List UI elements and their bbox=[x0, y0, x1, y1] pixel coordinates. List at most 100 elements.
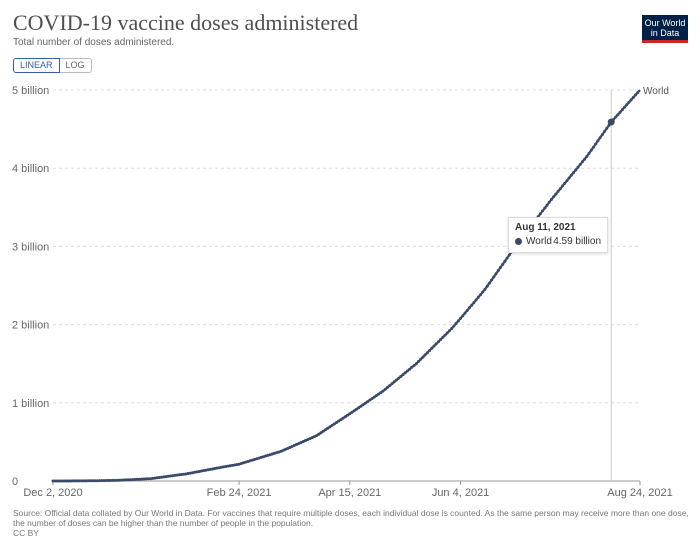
series-point bbox=[634, 93, 638, 97]
series-point bbox=[448, 329, 451, 333]
series-point bbox=[565, 179, 569, 183]
series-point bbox=[430, 346, 434, 350]
series-point bbox=[474, 298, 478, 302]
series-point bbox=[501, 262, 505, 266]
series-point bbox=[164, 475, 168, 479]
y-tick-label-4: 4 billion bbox=[12, 163, 49, 175]
y-tick-label-0: 0 bbox=[12, 476, 18, 488]
series-point bbox=[82, 479, 86, 483]
log-scale-button[interactable]: LOG bbox=[59, 58, 92, 73]
series-point bbox=[264, 454, 268, 458]
series-point bbox=[332, 422, 336, 426]
series-point bbox=[204, 468, 208, 472]
series-point bbox=[319, 431, 323, 435]
series-point bbox=[67, 479, 70, 483]
series-point bbox=[383, 387, 387, 391]
series-point bbox=[390, 382, 394, 386]
series-point bbox=[567, 176, 571, 180]
series-point bbox=[120, 478, 124, 482]
series-point bbox=[330, 423, 334, 427]
series-point bbox=[574, 168, 578, 172]
series-point bbox=[84, 479, 88, 483]
series-point bbox=[135, 477, 139, 481]
series-point bbox=[545, 203, 549, 207]
series-point bbox=[75, 479, 79, 483]
series-point bbox=[463, 311, 467, 315]
series-point bbox=[386, 385, 389, 389]
series-point bbox=[388, 384, 392, 388]
series-point bbox=[541, 209, 544, 213]
series-point bbox=[352, 409, 356, 413]
series-point bbox=[441, 335, 445, 339]
logo-line-2: in Data bbox=[650, 28, 680, 38]
series-point bbox=[492, 275, 496, 279]
series-point bbox=[337, 419, 341, 423]
tooltip-series-dot bbox=[515, 238, 522, 245]
series-point bbox=[576, 165, 580, 169]
tooltip-value: 4.59 billion bbox=[553, 236, 601, 247]
tooltip-row: World 4.59 billion bbox=[515, 236, 601, 247]
series-point bbox=[538, 212, 542, 216]
linear-scale-button[interactable]: LINEAR bbox=[13, 58, 60, 73]
series-point bbox=[133, 478, 137, 481]
series-point bbox=[359, 404, 363, 408]
series-point bbox=[436, 340, 440, 344]
series-markers-world bbox=[51, 91, 640, 483]
series-point bbox=[51, 479, 55, 483]
series-point bbox=[423, 353, 427, 357]
series-point bbox=[600, 133, 604, 137]
series-point bbox=[432, 344, 436, 348]
series-point bbox=[445, 331, 449, 335]
series-label-world: World bbox=[643, 86, 669, 97]
series-point bbox=[89, 479, 93, 483]
series-point bbox=[361, 403, 365, 407]
series-point bbox=[118, 478, 121, 482]
series-point bbox=[339, 418, 343, 422]
series-point bbox=[317, 432, 321, 436]
series-point bbox=[71, 479, 75, 483]
series-point bbox=[374, 394, 378, 398]
series-point bbox=[625, 103, 629, 107]
series-point bbox=[598, 136, 602, 140]
series-point bbox=[182, 472, 186, 476]
chart-subtitle: Total number of doses administered. bbox=[13, 37, 175, 48]
series-point bbox=[629, 98, 633, 102]
series-point bbox=[603, 129, 607, 133]
series-point bbox=[95, 479, 99, 483]
series-point bbox=[605, 126, 609, 130]
series-point bbox=[627, 100, 631, 104]
chart-title: COVID-19 vaccine doses administered bbox=[13, 10, 359, 35]
series-point bbox=[547, 200, 551, 204]
series-point bbox=[219, 465, 223, 469]
series-point bbox=[153, 476, 157, 480]
series-point bbox=[151, 476, 155, 480]
series-point bbox=[408, 367, 412, 371]
x-tick-label-3: Jun 4, 2021 bbox=[432, 487, 490, 499]
series-point bbox=[485, 284, 489, 288]
series-point bbox=[456, 319, 460, 323]
series-point bbox=[306, 438, 310, 442]
series-point bbox=[188, 471, 192, 475]
series-point bbox=[425, 351, 429, 355]
series-point bbox=[618, 110, 622, 114]
series-point bbox=[401, 373, 405, 377]
series-point bbox=[86, 479, 90, 483]
series-point bbox=[122, 478, 126, 482]
series-point bbox=[315, 434, 319, 438]
series-point bbox=[623, 105, 626, 109]
series-point bbox=[472, 301, 476, 305]
series-point bbox=[572, 171, 575, 175]
owid-logo[interactable]: Our World in Data bbox=[642, 15, 688, 43]
series-point bbox=[631, 95, 635, 99]
logo-line-1: Our World bbox=[644, 18, 686, 28]
series-point bbox=[226, 464, 230, 468]
series-point bbox=[403, 371, 407, 375]
series-point bbox=[410, 365, 414, 369]
series-point bbox=[405, 369, 409, 373]
series-point bbox=[124, 478, 128, 482]
series-point bbox=[277, 450, 281, 454]
series-point bbox=[620, 108, 624, 112]
series-point bbox=[578, 163, 582, 166]
x-tick-label-1: Feb 24, 2021 bbox=[207, 487, 272, 499]
